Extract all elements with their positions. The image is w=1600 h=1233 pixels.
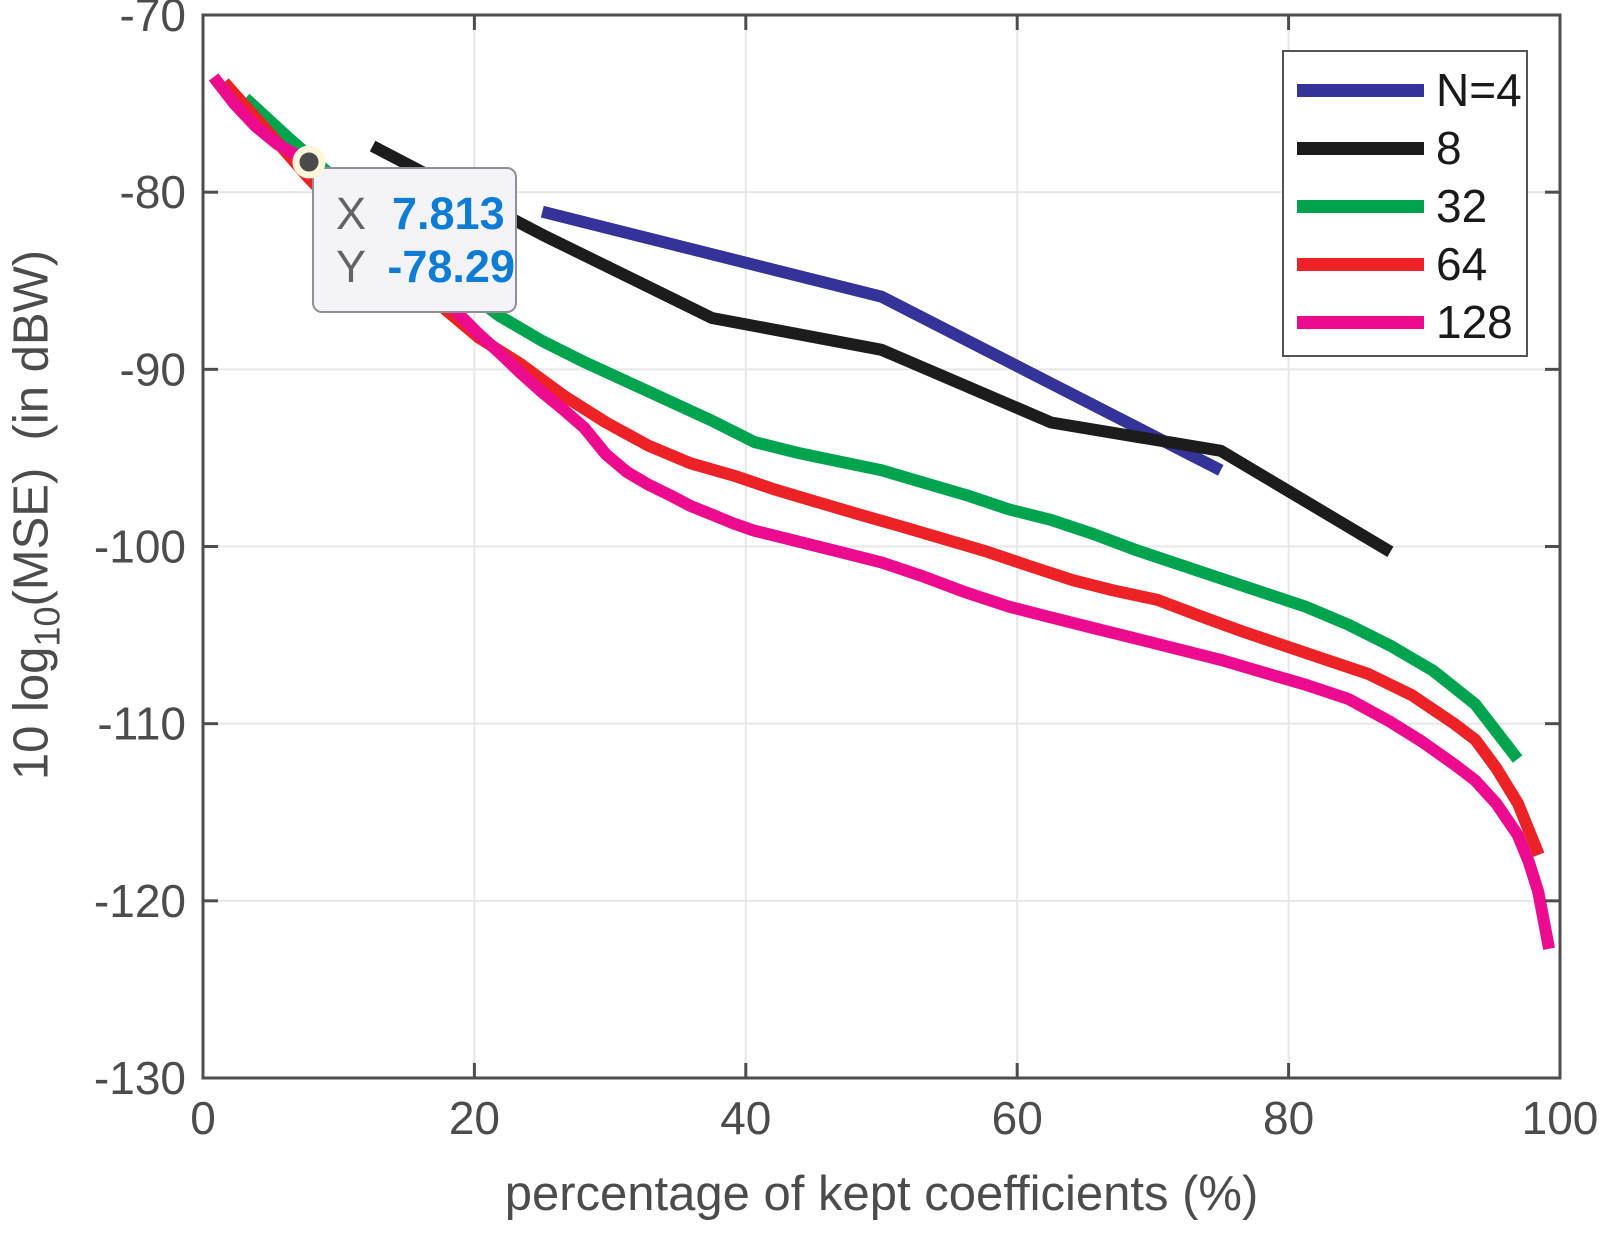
- y-tick-label: -130: [94, 1052, 186, 1104]
- data-tip-x-value: 7.813: [392, 187, 505, 239]
- data-tip-x-key: X: [336, 187, 367, 239]
- x-tick-label: 100: [1522, 1092, 1599, 1144]
- legend-label-n4: N=4: [1436, 64, 1522, 116]
- x-tick-label: 40: [720, 1092, 771, 1144]
- data-tip[interactable]: X 7.813 Y -78.29: [312, 167, 517, 313]
- legend-swatch-n64: [1297, 257, 1424, 271]
- legend-swatch-n32: [1297, 199, 1424, 213]
- legend-label-n128: 128: [1436, 296, 1513, 348]
- legend-label-n8: 8: [1436, 122, 1462, 174]
- y-tick-label: -100: [94, 521, 186, 573]
- x-tick-label: 60: [992, 1092, 1043, 1144]
- x-axis-label: percentage of kept coefficients (%): [504, 1167, 1259, 1221]
- x-tick-label: 80: [1263, 1092, 1314, 1144]
- legend-swatch-n128: [1297, 315, 1424, 329]
- series-line-N4[interactable]: [540, 205, 1224, 476]
- legend-box[interactable]: N=4 8 32 64 128: [1282, 50, 1528, 357]
- y-axis-label-subscript: 10: [26, 606, 68, 647]
- x-tick-label: 0: [190, 1092, 216, 1144]
- data-tip-y-row: Y -78.29: [336, 241, 515, 292]
- legend-label-n64: 64: [1436, 238, 1488, 290]
- legend-item-n128[interactable]: 128: [1297, 293, 1526, 351]
- y-axis-label-pre: 10 log: [4, 646, 59, 781]
- legend-swatch-n8: [1297, 141, 1424, 155]
- legend-swatch-n4: [1297, 83, 1424, 97]
- y-tick-label: -70: [120, 0, 186, 41]
- y-tick-label: -110: [97, 698, 186, 750]
- legend-item-n64[interactable]: 64: [1297, 235, 1526, 293]
- legend-label-n32: 32: [1436, 180, 1488, 232]
- y-tick-label: -80: [120, 166, 186, 218]
- y-tick-label: -120: [94, 875, 186, 927]
- data-tip-x-row: X 7.813: [336, 187, 515, 239]
- x-tick-label: 20: [449, 1092, 500, 1144]
- y-axis-label: 10 log10(MSE) (in dBW): [4, 250, 69, 780]
- legend-item-n32[interactable]: 32: [1297, 177, 1526, 235]
- data-tip-y-key: Y: [336, 241, 367, 292]
- y-axis-label-post: (MSE) (in dBW): [4, 249, 59, 607]
- data-tip-y-value: -78.29: [387, 241, 515, 292]
- legend-item-n8[interactable]: 8: [1297, 119, 1526, 177]
- data-tip-marker[interactable]: [292, 145, 326, 179]
- y-tick-label: -90: [120, 343, 186, 395]
- legend-item-n4[interactable]: N=4: [1297, 61, 1526, 119]
- series-line-N8[interactable]: [369, 140, 1394, 557]
